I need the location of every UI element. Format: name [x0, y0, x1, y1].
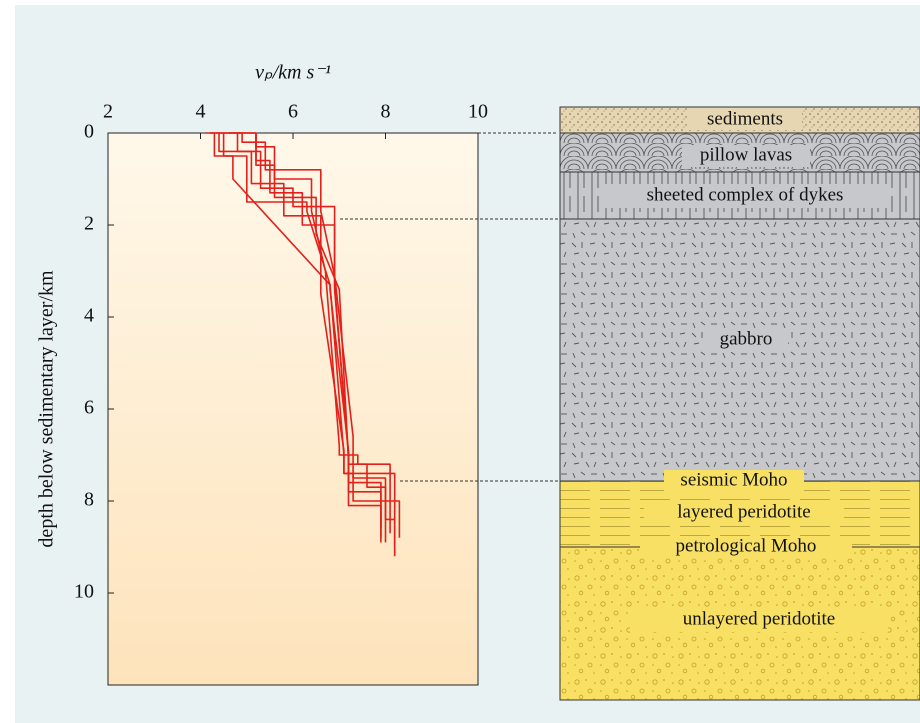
- y-tick-label: 2: [84, 213, 94, 235]
- y-tick-label: 0: [84, 121, 94, 143]
- layer-label: sheeted complex of dykes: [647, 184, 844, 205]
- y-tick-label: 8: [84, 489, 94, 511]
- layer-label: sediments: [707, 108, 783, 129]
- layer-label: gabbro: [720, 328, 773, 349]
- layer-label: layered peridotite: [677, 501, 810, 522]
- boundary-label: petrological Moho: [676, 535, 817, 556]
- layer-label: pillow lavas: [700, 144, 792, 165]
- x-axis-label: vₚ/km s⁻¹: [255, 62, 331, 84]
- x-tick-label: 8: [381, 101, 391, 123]
- figure: vₚ/km s⁻¹ depth below sedimentary layer/…: [0, 0, 920, 723]
- rock-column: sediments pillow lavas sheeted complex o…: [560, 107, 920, 700]
- layer-label: unlayered peridotite: [683, 608, 835, 629]
- x-tick-label: 6: [288, 101, 298, 123]
- y-tick-label: 6: [84, 397, 94, 419]
- x-tick-label: 4: [196, 101, 206, 123]
- y-axis-label: depth below sedimentary layer/km: [36, 270, 58, 548]
- x-tick-label: 10: [468, 101, 488, 123]
- y-tick-label: 4: [84, 305, 94, 327]
- boundary-label: seismic Moho: [680, 469, 787, 490]
- x-tick-label: 2: [103, 101, 113, 123]
- y-tick-label: 10: [74, 581, 94, 603]
